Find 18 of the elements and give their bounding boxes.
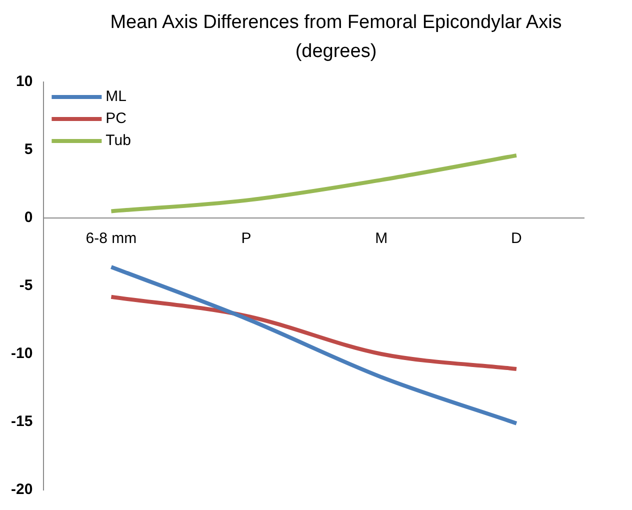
y-tick-label: 5 <box>24 141 33 158</box>
x-tick-label: D <box>511 230 522 248</box>
y-tick-label: -5 <box>19 277 33 294</box>
legend-label: Tub <box>106 132 131 150</box>
line-series <box>109 264 518 426</box>
y-tick-label: -20 <box>10 481 33 498</box>
legend-label: ML <box>106 88 127 106</box>
x-tick-label: M <box>375 230 388 248</box>
x-tick-label: 6-8 mm <box>86 230 137 248</box>
x-tick-label: P <box>241 230 252 248</box>
y-tick-label: 0 <box>24 209 33 226</box>
legend-label: PC <box>106 110 127 128</box>
line-series <box>109 294 518 371</box>
y-tick-label: -15 <box>10 413 33 430</box>
chart-title: Mean Axis Differences from Femoral Epicondylar Axis (degrees) <box>109 11 563 64</box>
y-tick-label: 10 <box>16 73 33 90</box>
y-tick-label: -10 <box>10 345 33 362</box>
line-series <box>109 153 518 214</box>
